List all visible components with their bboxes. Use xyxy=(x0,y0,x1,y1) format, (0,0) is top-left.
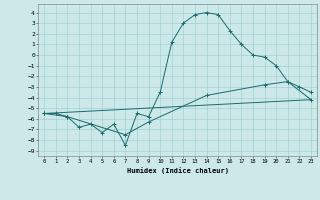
X-axis label: Humidex (Indice chaleur): Humidex (Indice chaleur) xyxy=(127,167,228,174)
